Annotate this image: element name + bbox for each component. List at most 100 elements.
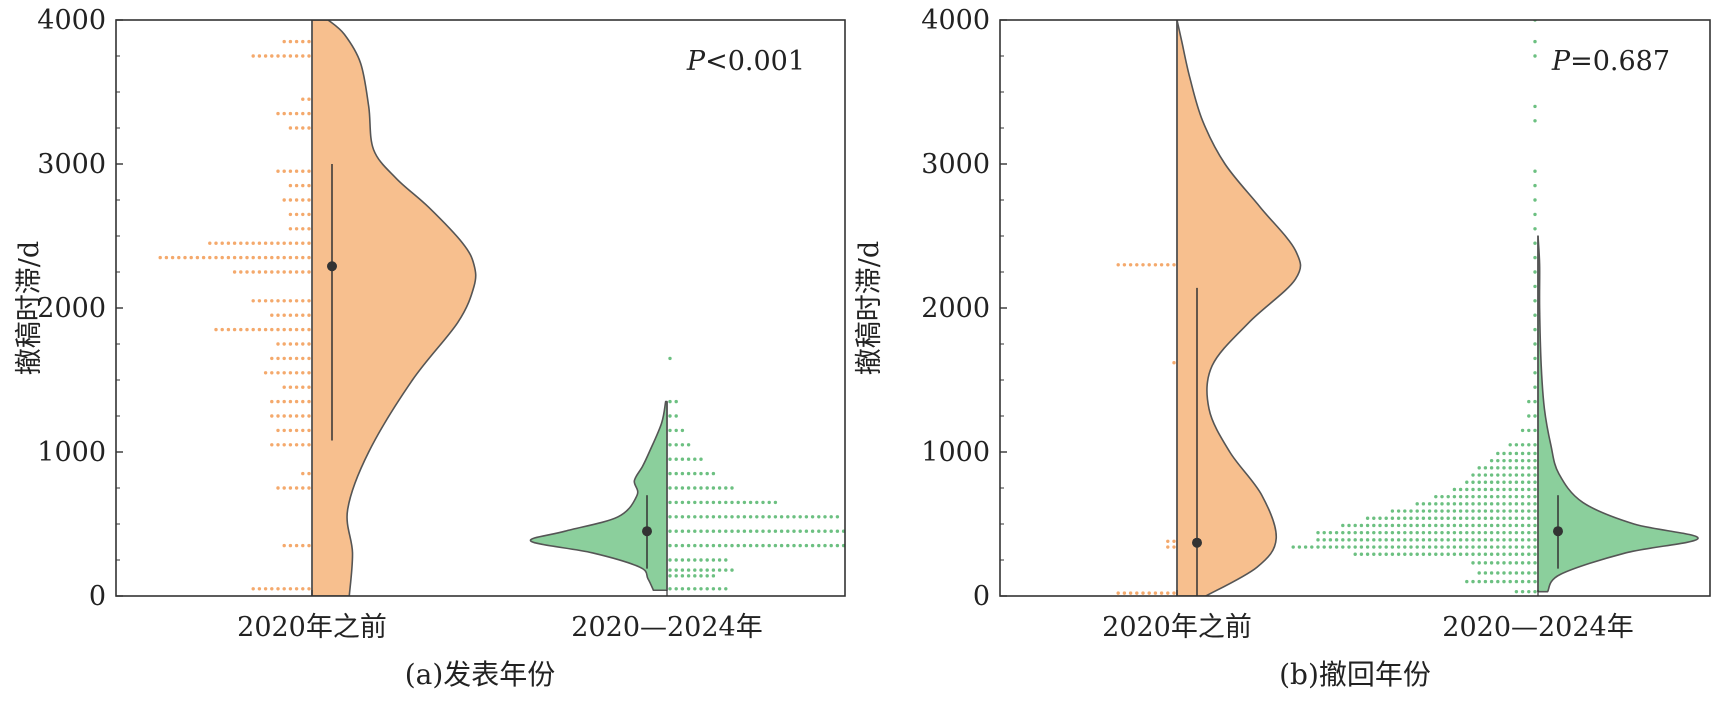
data-point — [301, 486, 305, 490]
data-point — [1477, 579, 1481, 584]
data-point — [251, 299, 255, 303]
data-point — [270, 414, 274, 418]
data-point — [1533, 530, 1537, 535]
p-value-annotation: P=0.687 — [1551, 46, 1670, 77]
data-point — [1471, 538, 1475, 542]
data-point — [1514, 516, 1519, 520]
data-point — [276, 414, 280, 418]
data-point — [257, 270, 262, 274]
data-point — [717, 500, 722, 505]
data-point — [854, 544, 857, 547]
histogram-row — [668, 587, 728, 591]
data-point — [1483, 523, 1488, 528]
histogram-row — [1316, 530, 1537, 535]
data-point — [288, 414, 293, 418]
data-point — [1166, 539, 1170, 543]
data-point — [680, 428, 685, 433]
histogram-row — [276, 169, 311, 173]
data-point — [1359, 552, 1364, 556]
histogram-row — [1116, 263, 1176, 267]
data-point — [1520, 458, 1525, 463]
histogram-row — [668, 568, 734, 572]
data-point — [307, 255, 311, 260]
data-point — [693, 558, 697, 562]
data-point — [276, 587, 280, 591]
data-point — [898, 544, 901, 547]
data-point — [1409, 552, 1413, 556]
data-point — [960, 544, 963, 547]
histogram-row — [668, 457, 703, 461]
data-point — [1316, 545, 1320, 549]
y-tick-label: 3000 — [37, 149, 106, 180]
data-point — [916, 544, 919, 547]
data-point — [1458, 552, 1463, 556]
data-point — [276, 313, 280, 317]
violin-half — [1176, 20, 1302, 596]
data-point — [1477, 538, 1481, 542]
data-point — [1440, 494, 1444, 499]
data-point — [1353, 545, 1357, 549]
x-tick-label: 2020—2024年 — [571, 612, 762, 643]
data-point — [282, 414, 286, 418]
histogram-row — [1533, 227, 1537, 231]
histogram-row — [1533, 299, 1537, 303]
histogram-row — [282, 385, 311, 389]
data-point — [232, 255, 237, 260]
data-point — [1496, 538, 1500, 542]
data-point — [1533, 327, 1537, 332]
data-point — [270, 443, 274, 447]
data-point — [817, 529, 821, 533]
data-point — [282, 39, 286, 44]
data-point — [835, 543, 840, 548]
data-point — [736, 529, 740, 533]
histogram-row — [668, 414, 678, 418]
data-point — [226, 255, 231, 260]
data-point — [1477, 530, 1481, 535]
data-point — [1502, 523, 1506, 528]
data-point — [1434, 552, 1438, 556]
data-point — [798, 515, 802, 519]
x-tick-label: 2020—2024年 — [1442, 612, 1633, 643]
data-point — [1353, 530, 1357, 535]
histogram-row — [668, 515, 840, 519]
data-point — [1116, 591, 1120, 595]
data-point — [1502, 579, 1506, 584]
data-point — [1527, 494, 1531, 499]
data-point — [1421, 516, 1426, 520]
data-point — [1520, 579, 1525, 584]
data-point — [742, 543, 747, 548]
data-point — [711, 587, 716, 591]
data-point — [1465, 523, 1469, 528]
data-point — [1533, 451, 1537, 456]
data-point — [1446, 523, 1450, 528]
data-point — [307, 428, 311, 433]
data-point — [1489, 579, 1494, 584]
data-point — [263, 587, 268, 591]
data-point — [294, 54, 299, 58]
data-point — [686, 486, 691, 490]
data-point — [724, 500, 728, 505]
data-point — [1421, 545, 1426, 549]
data-point — [307, 356, 311, 361]
data-point — [748, 515, 753, 519]
data-point — [1440, 502, 1444, 506]
data-point — [1514, 552, 1519, 556]
data-point — [748, 500, 753, 505]
data-point — [1427, 523, 1432, 528]
data-point — [294, 169, 299, 173]
histogram-row — [1434, 494, 1537, 499]
data-point — [717, 568, 722, 572]
data-point — [755, 529, 759, 533]
data-point — [1489, 502, 1494, 506]
data-point — [972, 544, 975, 547]
data-point — [686, 558, 691, 562]
histogram-row — [1390, 509, 1537, 513]
data-point — [1514, 487, 1519, 492]
data-point — [276, 342, 280, 346]
data-point — [711, 568, 716, 572]
histogram-row — [282, 198, 311, 202]
data-point — [251, 270, 255, 274]
data-point — [693, 500, 697, 505]
data-point — [301, 255, 305, 260]
data-point — [1116, 263, 1120, 267]
